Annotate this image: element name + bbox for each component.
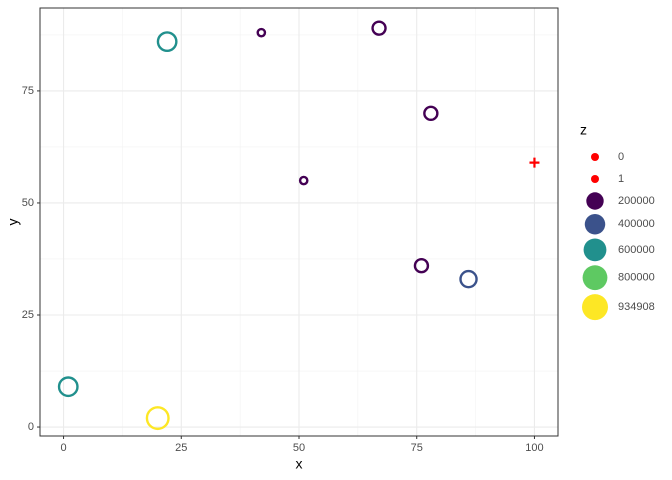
- y-axis-label: y: [5, 219, 21, 226]
- x-tick-label: 0: [60, 442, 66, 454]
- point: [371, 20, 387, 36]
- point: [57, 376, 79, 398]
- legend-key: [584, 214, 606, 235]
- grid: [40, 8, 558, 436]
- legend-key: [583, 238, 607, 262]
- marks: [57, 20, 540, 431]
- legend-label: 800000: [618, 272, 655, 284]
- point: [256, 27, 267, 38]
- legend-label: 400000: [618, 218, 655, 230]
- legend-label: 0: [618, 151, 624, 163]
- y-tick-label: 50: [22, 197, 34, 209]
- point: [413, 257, 430, 274]
- y-tick-label: 75: [22, 85, 34, 97]
- legend-label: 200000: [618, 195, 655, 207]
- legend-key: [586, 192, 604, 210]
- legend-label: 1: [618, 173, 624, 185]
- x-axis-label: x: [296, 456, 303, 472]
- legend-key: [582, 265, 608, 291]
- point: [459, 269, 478, 289]
- point: [423, 105, 439, 122]
- x-tick-label: 50: [293, 442, 305, 454]
- legend-title: z: [580, 122, 587, 138]
- point: [156, 31, 178, 53]
- y-tick-label: 25: [22, 309, 34, 321]
- x-tick-label: 25: [175, 442, 187, 454]
- legend-label: 934908: [618, 301, 655, 313]
- point: [145, 406, 170, 431]
- y-tick-label: 0: [28, 421, 34, 433]
- legend-key: [582, 294, 608, 321]
- point: [298, 175, 309, 186]
- x-tick-label: 75: [411, 442, 423, 454]
- legend-label: 600000: [618, 244, 655, 256]
- point: [529, 157, 540, 168]
- x-tick-label: 100: [525, 442, 543, 454]
- legend-key: [591, 175, 599, 183]
- legend-key: [591, 153, 599, 161]
